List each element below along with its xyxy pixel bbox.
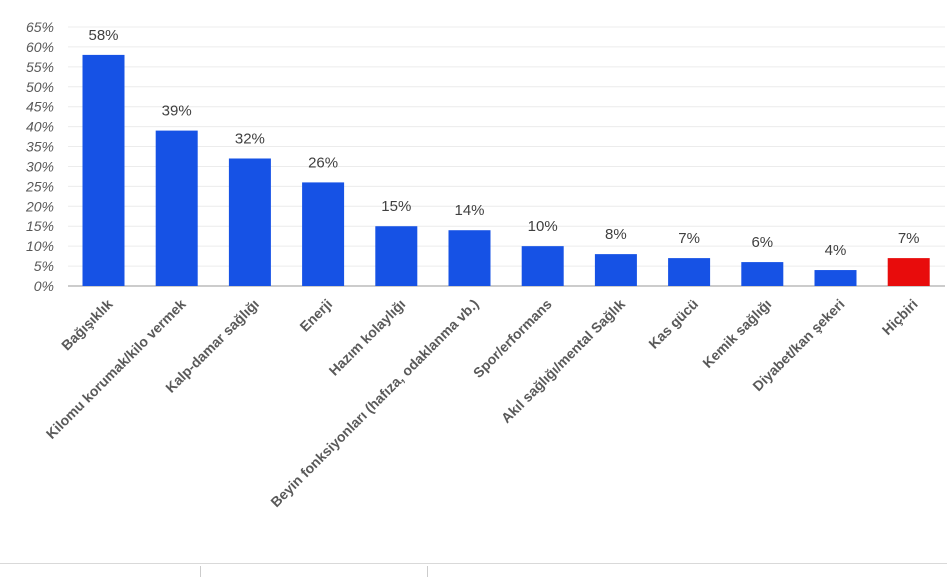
y-tick-label: 20% [25, 198, 54, 214]
y-tick-label: 50% [26, 79, 54, 95]
category-label: Kemik sağlığı [699, 296, 774, 371]
bar [887, 258, 930, 286]
bar [521, 246, 564, 286]
data-label: 10% [528, 218, 558, 235]
data-label: 7% [898, 230, 920, 247]
y-tick-label: 15% [26, 218, 54, 234]
bar [228, 158, 271, 286]
data-labels: 58% 39% 32% 26% 15% 14% 10% 8% 7% 6% 4% 7% [88, 27, 919, 259]
y-tick-label: 60% [26, 39, 54, 55]
data-label: 58% [88, 27, 118, 44]
y-tick-label: 65% [26, 19, 54, 35]
y-tick-label: 25% [25, 178, 54, 194]
data-label: 7% [678, 230, 700, 247]
y-tick-label: 5% [34, 258, 54, 274]
y-axis-ticks: 0% 5% 10% 15% 20% 25% 30% 35% 40% 45% 50% 55% 60% 65% [25, 19, 54, 294]
footer-separator [427, 566, 428, 577]
footer-separator [200, 566, 201, 577]
data-label: 6% [751, 234, 773, 251]
y-tick-label: 35% [26, 139, 54, 155]
category-label: Kas gücü [645, 296, 701, 352]
data-label: 26% [308, 154, 338, 171]
bar [302, 182, 345, 286]
y-tick-label: 40% [26, 119, 54, 135]
category-label: Kilomu korumak/kilo vermek [43, 296, 189, 442]
gridlines [68, 26, 945, 267]
bar [155, 130, 198, 286]
data-label: 32% [235, 130, 265, 147]
bar [594, 254, 637, 286]
bar [668, 258, 711, 286]
category-label: Akıl sağlığı/mental Sağlık [498, 296, 628, 426]
category-label: Spor/erformans [470, 296, 555, 381]
y-tick-label: 55% [26, 59, 54, 75]
bar-chart: 0% 5% 10% 15% 20% 25% 30% 35% 40% 45% 50% 55% 60% 65%… [25, 19, 945, 510]
data-label: 39% [162, 103, 192, 120]
bars [82, 54, 930, 287]
data-label: 4% [825, 242, 847, 259]
y-tick-label: 45% [26, 99, 54, 115]
bar [82, 54, 125, 287]
y-tick-label: 30% [26, 158, 54, 174]
bar [448, 230, 491, 286]
data-label: 15% [381, 198, 411, 215]
y-tick-label: 0% [34, 278, 54, 294]
bar [375, 226, 418, 286]
bar [814, 270, 857, 286]
category-label: Hazım kolaylığı [326, 296, 409, 379]
category-label: Enerji [296, 296, 335, 335]
category-label: Hiçbiri [879, 296, 921, 338]
category-label: Bağışıklık [58, 296, 116, 354]
footer-divider [0, 563, 947, 564]
y-tick-label: 10% [26, 238, 54, 254]
data-label: 14% [454, 202, 484, 219]
data-label: 8% [605, 226, 627, 243]
bar [741, 262, 784, 286]
